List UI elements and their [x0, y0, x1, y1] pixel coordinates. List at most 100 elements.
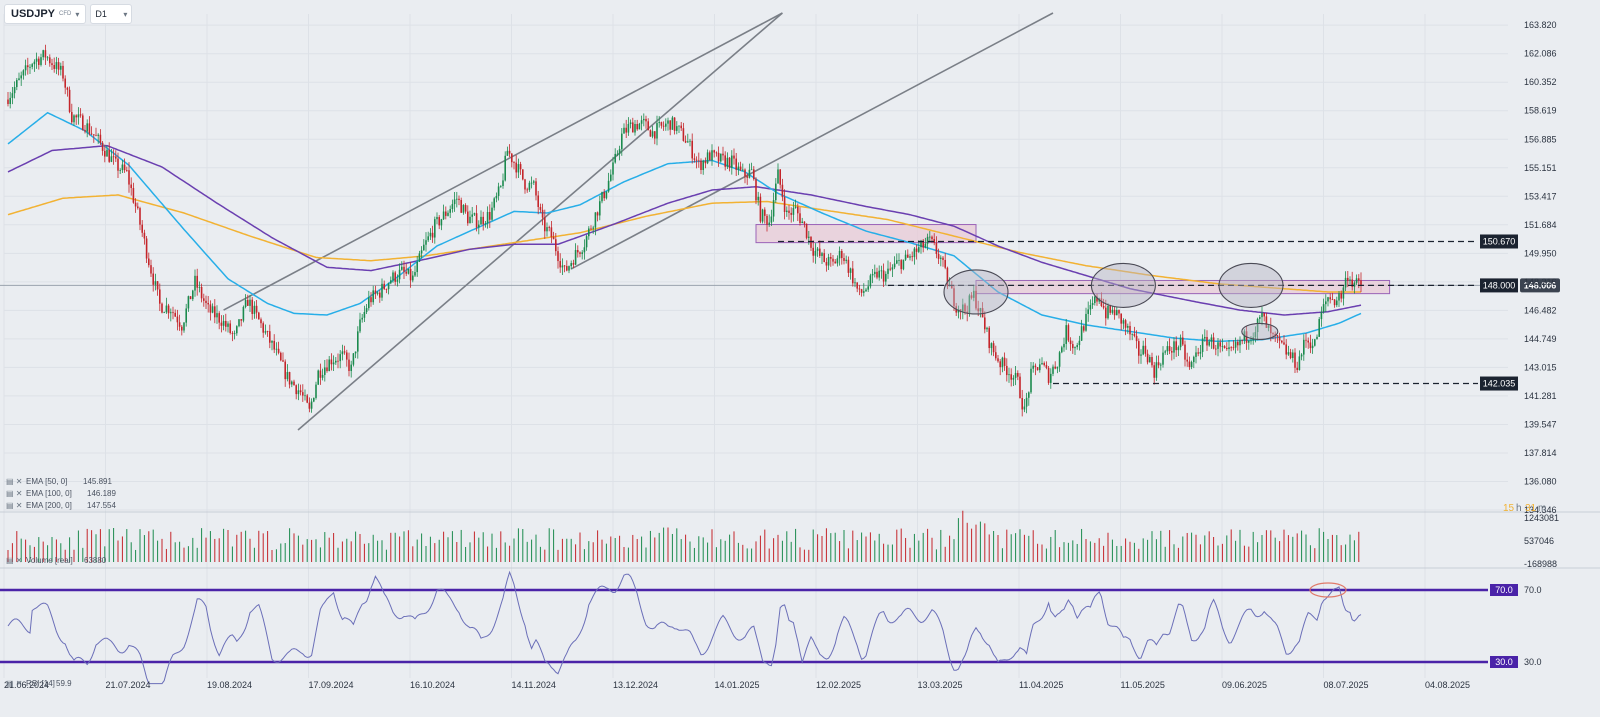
- candle-body: [563, 265, 566, 267]
- candle-body: [502, 180, 504, 186]
- candle-body: [374, 290, 377, 294]
- candle-body: [264, 331, 267, 333]
- candle-body: [962, 304, 964, 312]
- price-axis-tick: 162.086: [1524, 49, 1557, 59]
- candle-body: [1355, 278, 1358, 283]
- candle-body: [244, 299, 247, 307]
- candle-body: [464, 205, 467, 212]
- countdown-hours-unit: h: [1516, 503, 1522, 514]
- candle-body: [640, 120, 643, 124]
- candle-body: [1265, 316, 1268, 328]
- candle-body: [1195, 352, 1197, 357]
- candle-body: [266, 331, 269, 332]
- candle-body: [189, 296, 192, 300]
- price-axis-tick: 134.346: [1524, 505, 1557, 515]
- candle-body: [1030, 368, 1032, 393]
- candle-body: [893, 263, 896, 268]
- candle-body: [260, 319, 262, 324]
- highlight-ellipse[interactable]: [1218, 262, 1284, 308]
- candle-body: [1001, 357, 1004, 368]
- candle-body: [308, 402, 311, 409]
- candle-body: [27, 65, 29, 68]
- candle-body: [715, 152, 718, 154]
- candle-body: [720, 153, 722, 162]
- candle-body: [621, 133, 623, 150]
- candle-body: [1219, 342, 1221, 347]
- rsi-overbought-highlight[interactable]: [1309, 582, 1347, 598]
- candle-body: [269, 331, 271, 343]
- candle-body: [1237, 341, 1239, 346]
- candle-body: [372, 290, 374, 303]
- candle-body: [1190, 362, 1193, 368]
- candle-body: [117, 158, 119, 171]
- candle-body: [1149, 357, 1151, 363]
- candle-body: [559, 261, 561, 268]
- candle-body: [86, 123, 88, 132]
- candle-body: [1347, 277, 1349, 281]
- candle-body: [1261, 312, 1263, 318]
- candle-body: [1162, 352, 1164, 365]
- channel-line[interactable]: [223, 12, 783, 311]
- candle-body: [53, 65, 55, 69]
- candle-body: [926, 236, 929, 244]
- highlight-ellipse[interactable]: [943, 269, 1009, 315]
- candle-body: [742, 169, 744, 171]
- candle-body: [841, 250, 843, 259]
- candle-body: [242, 306, 245, 321]
- candle-body: [588, 228, 590, 237]
- price-levels: 150.670 148.000 142.035 148.006: [778, 234, 1560, 391]
- candle-body: [1135, 335, 1138, 342]
- candle-body: [517, 164, 520, 173]
- candle-body: [684, 140, 687, 143]
- candle-body: [629, 122, 632, 124]
- candle-body: [7, 99, 9, 104]
- candle-body: [865, 289, 867, 292]
- candle-body: [997, 358, 999, 362]
- candle-body: [46, 57, 49, 59]
- symbol-selector[interactable]: USDJPY CFD ▾: [4, 4, 87, 24]
- candle-body: [310, 401, 313, 409]
- channel-line[interactable]: [570, 12, 1054, 270]
- candle-body: [352, 353, 355, 365]
- highlight-ellipse[interactable]: [1090, 262, 1156, 308]
- price-axis-tick: 148.216: [1524, 277, 1557, 287]
- candle-body: [849, 268, 852, 273]
- price-axis-tick: 136.080: [1524, 476, 1557, 486]
- candle-body: [638, 123, 641, 130]
- timeframe-selector[interactable]: D1 ▾: [90, 4, 133, 24]
- candle-body: [783, 197, 786, 213]
- channel-line[interactable]: [297, 12, 783, 431]
- candle-body: [297, 390, 300, 395]
- candle-body: [469, 216, 471, 224]
- candle-body: [845, 259, 847, 261]
- candle-body: [255, 305, 258, 313]
- candle-body: [434, 219, 436, 238]
- candle-body: [416, 261, 418, 273]
- candle-body: [249, 299, 251, 306]
- candle-body: [324, 367, 326, 375]
- candle-body: [165, 305, 168, 313]
- candle-body: [673, 117, 676, 131]
- candle-body: [442, 211, 445, 220]
- candle-body: [594, 212, 597, 228]
- candle-body: [779, 169, 781, 185]
- candle-body: [898, 260, 900, 261]
- date-axis-tick: 17.09.2024: [309, 680, 354, 690]
- candle-body: [1063, 343, 1065, 348]
- candle-body: [557, 251, 559, 262]
- candle-body: [77, 114, 80, 118]
- candle-body: [759, 196, 762, 222]
- candle-body: [84, 130, 86, 132]
- candle-body: [1340, 293, 1342, 299]
- candle-body: [524, 179, 526, 190]
- candle-body: [341, 351, 344, 355]
- candle-body: [1263, 312, 1265, 317]
- candle-body: [592, 227, 594, 229]
- candle-body: [504, 155, 506, 181]
- candle-body: [693, 158, 696, 160]
- highlight-ellipse[interactable]: [1241, 322, 1279, 341]
- candle-body: [313, 397, 315, 402]
- price-level-label: 142.035: [1483, 379, 1516, 389]
- candle-body: [1146, 353, 1149, 363]
